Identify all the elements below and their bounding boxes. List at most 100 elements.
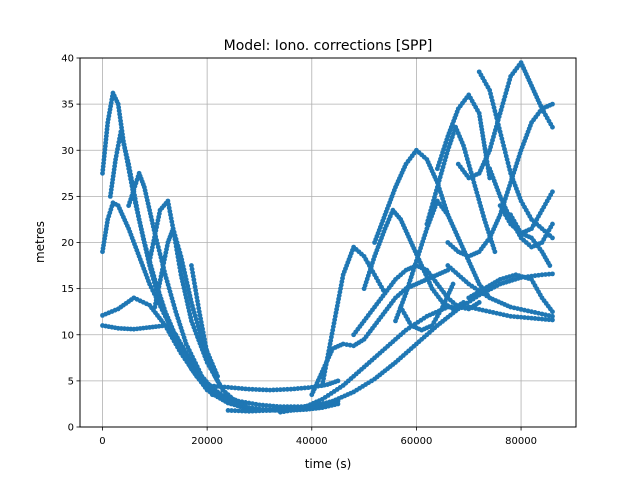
data-point	[332, 379, 338, 385]
data-point	[381, 229, 387, 235]
data-point	[295, 406, 301, 412]
data-point	[526, 227, 532, 233]
data-point	[208, 383, 214, 389]
data-point	[191, 277, 197, 283]
data-point	[267, 407, 273, 413]
data-point	[246, 408, 252, 414]
data-point	[380, 348, 385, 354]
data-point	[491, 246, 497, 251]
data-point	[340, 275, 345, 281]
data-point	[277, 387, 283, 393]
data-point	[228, 394, 234, 400]
data-point	[462, 305, 468, 311]
data-point	[518, 314, 524, 320]
data-point	[483, 308, 489, 314]
data-point	[515, 314, 520, 320]
data-point	[190, 270, 196, 276]
data-point	[459, 140, 465, 145]
data-point	[543, 272, 548, 277]
data-point	[485, 238, 490, 244]
data-point	[527, 213, 533, 219]
data-point	[548, 224, 554, 230]
y-tick-label: 5	[68, 376, 74, 387]
data-point	[517, 151, 523, 156]
data-point	[396, 214, 402, 220]
data-point	[391, 298, 396, 304]
data-point	[197, 370, 203, 376]
data-point	[550, 317, 555, 323]
data-point	[402, 293, 408, 299]
x-tick-label: 80000	[505, 436, 537, 447]
data-point	[438, 297, 443, 303]
data-point	[474, 250, 479, 256]
data-point	[337, 385, 343, 390]
data-point	[516, 62, 522, 68]
data-point	[371, 257, 376, 262]
data-point	[211, 370, 217, 376]
data-point	[526, 234, 532, 240]
data-point	[516, 227, 522, 233]
data-point	[225, 407, 231, 413]
data-point	[454, 109, 460, 115]
data-point	[527, 123, 533, 129]
data-point	[369, 378, 374, 384]
data-point	[453, 247, 459, 252]
data-point	[444, 137, 450, 143]
data-point	[188, 296, 194, 302]
data-point	[547, 102, 553, 108]
data-point	[525, 308, 531, 314]
data-point	[485, 150, 491, 156]
data-point	[400, 270, 406, 275]
data-point	[526, 242, 532, 248]
x-tick-label: 40000	[296, 436, 328, 447]
data-point	[253, 401, 259, 407]
data-point	[215, 384, 221, 389]
data-point	[506, 218, 512, 224]
data-point	[250, 386, 255, 392]
y-axis-label: metres	[33, 221, 47, 263]
data-point	[232, 385, 238, 391]
data-point	[281, 387, 287, 392]
data-point	[274, 404, 280, 409]
data-point	[463, 279, 469, 285]
data-point	[444, 209, 450, 215]
data-point	[448, 304, 453, 310]
data-point	[505, 303, 511, 309]
data-point	[539, 272, 545, 278]
data-point	[370, 325, 375, 331]
data-point	[537, 109, 543, 114]
data-point	[546, 313, 552, 318]
data-point	[218, 384, 224, 390]
data-point	[458, 301, 464, 307]
data-point	[537, 210, 543, 216]
x-tick-label: 60000	[401, 436, 433, 447]
data-point	[225, 384, 231, 390]
data-point	[496, 215, 502, 221]
data-point	[189, 263, 194, 268]
data-point	[507, 167, 513, 173]
data-point	[188, 315, 194, 321]
data-point	[194, 295, 200, 300]
data-point	[380, 293, 386, 299]
data-point	[253, 387, 259, 392]
data-point	[370, 307, 375, 313]
data-point	[204, 347, 209, 353]
data-point	[291, 386, 297, 392]
data-point	[136, 213, 141, 219]
x-tick-label: 20000	[191, 436, 223, 447]
data-point	[156, 211, 162, 216]
data-point	[517, 195, 523, 201]
data-point	[146, 278, 151, 284]
data-point	[196, 305, 202, 311]
data-point	[223, 396, 228, 402]
data-point	[495, 278, 500, 284]
data-point	[192, 284, 198, 290]
y-tick-label: 10	[61, 330, 74, 341]
data-point	[545, 260, 551, 266]
data-point	[124, 223, 130, 229]
data-point	[347, 342, 353, 348]
data-point	[536, 223, 542, 229]
data-point	[243, 408, 248, 414]
data-point	[411, 150, 417, 156]
data-point	[172, 305, 178, 311]
